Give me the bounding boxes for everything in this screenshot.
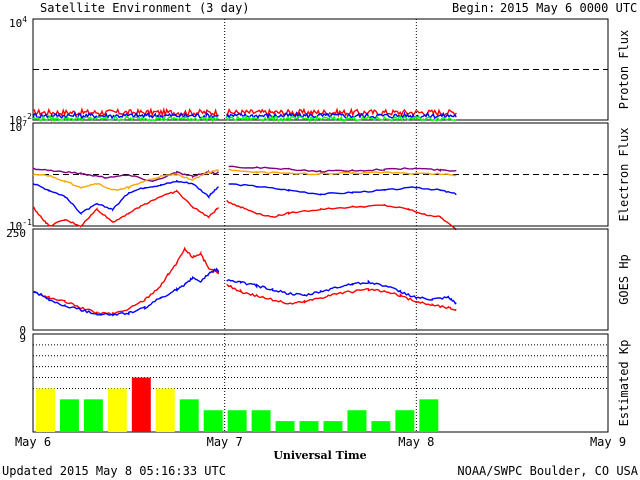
kp-bar [36, 388, 55, 432]
proton-series-blue [32, 111, 219, 120]
kp-bar [179, 399, 199, 432]
kp-bar [251, 410, 271, 432]
kp-bar [395, 410, 415, 432]
kp-bar [227, 410, 247, 432]
electron-series-orange [32, 168, 457, 191]
panel-frame [32, 18, 609, 121]
panel-frame [32, 122, 609, 227]
x-axis: May 6 May 7 May 8 May 9 [15, 435, 626, 449]
y-tick-label: 9 [19, 332, 26, 345]
kp-bar [155, 388, 175, 432]
x-tick-label: May 7 [207, 435, 243, 449]
y-axis-label: Estimated Kp [617, 340, 631, 427]
begin-value: 2015 May 6 0000 UTC [500, 1, 637, 15]
x-tick-label: May 8 [398, 435, 434, 449]
kp-bar [83, 399, 103, 432]
proton-series-green [225, 115, 457, 123]
electron-series-red [32, 189, 457, 231]
kp-bar [371, 421, 391, 432]
panel-frame [32, 228, 609, 331]
kp-bar [299, 421, 319, 432]
chart-title: Satellite Environment (3 day) [40, 1, 250, 15]
y-tick-label: 10-2 [9, 112, 32, 127]
kp-bar [275, 421, 295, 432]
updated-timestamp: Updated 2015 May 8 05:16:33 UTC [2, 464, 226, 478]
y-axis-label: GOES Hp [617, 254, 631, 305]
y-axis-label: Electron Flux [617, 128, 631, 222]
kp-bar [131, 377, 151, 432]
kp-bar [107, 388, 127, 432]
panel-proton: 104 10-2 Proton Flux [9, 15, 631, 127]
panel-kp: 9 Estimated Kp [19, 332, 631, 433]
y-tick-label: 250 [6, 227, 26, 240]
begin-label: Begin: [452, 1, 495, 15]
kp-bar [59, 399, 79, 432]
chart-panels: 104 10-2 Proton Flux 107 10-1 Electron Flux 25… [6, 15, 631, 433]
credit-text: NOAA/SWPC Boulder, CO USA [457, 464, 638, 478]
kp-bar [323, 421, 343, 432]
hp-series-blue [32, 267, 457, 317]
proton-series-red [225, 107, 457, 118]
kp-bar [347, 410, 367, 432]
y-axis-label: Proton Flux [617, 30, 631, 109]
y-tick-label: 107 [9, 119, 27, 134]
x-tick-label: May 9 [590, 435, 626, 449]
y-tick-label: 104 [9, 15, 27, 30]
kp-bar [203, 410, 223, 432]
proton-series-green [32, 115, 219, 123]
panel-electron: 107 10-1 Electron Flux [9, 119, 631, 233]
proton-series-blue [225, 111, 457, 120]
y-tick-label: 10-1 [9, 218, 32, 233]
electron-series-blue [32, 179, 457, 216]
x-axis-label: Universal Time [273, 449, 366, 462]
proton-series-red [32, 106, 219, 118]
x-tick-label: May 6 [15, 435, 51, 449]
y-tick-label: 0 [19, 324, 26, 337]
kp-bar [419, 399, 439, 432]
panel-frame [32, 333, 609, 433]
panel-hp: 250 0 GOES Hp [6, 227, 631, 337]
hp-series-red [32, 246, 457, 316]
